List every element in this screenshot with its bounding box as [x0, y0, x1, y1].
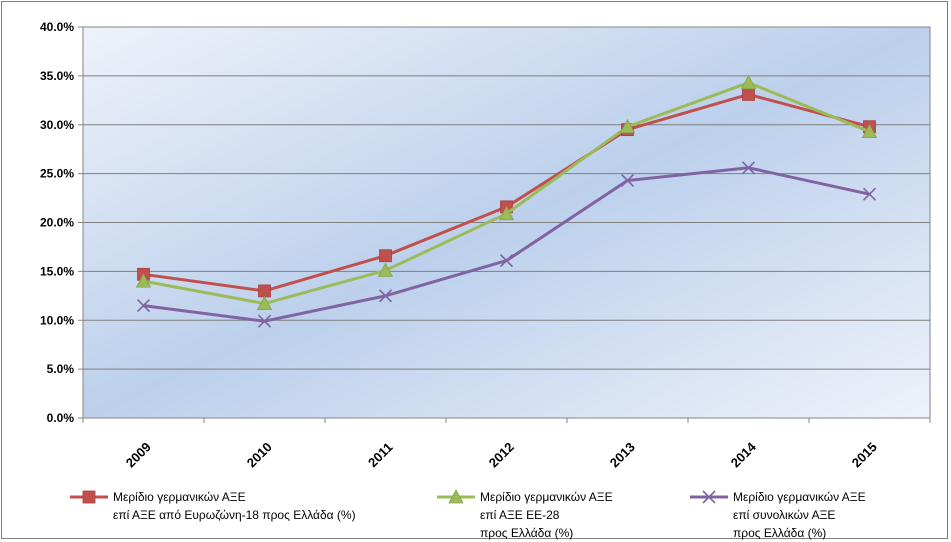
- y-tick-label: 20.0%: [40, 216, 74, 230]
- data-point: [379, 249, 392, 263]
- legend-label-line: προς Ελλάδα (%): [480, 526, 573, 540]
- legend-swatch-marker: [448, 489, 464, 504]
- data-point: [619, 118, 636, 134]
- series-3: [136, 161, 877, 328]
- y-tick-label: 5.0%: [47, 362, 75, 376]
- legend-item-2: Μερίδιο γερμανικών ΑΞΕ επί ΑΞΕ ΕΕ-28 προς …: [437, 489, 613, 540]
- data-point: [378, 289, 393, 303]
- data-point: [136, 299, 151, 313]
- legend-label-line: επί ΑΞΕ ΕΕ-28: [480, 508, 560, 522]
- data-point: [377, 262, 394, 277]
- legend-label-line: Μερίδιο γερμανικών ΑΞΕ: [480, 490, 613, 504]
- y-tick-label: 0.0%: [47, 411, 75, 425]
- y-tick-label: 35.0%: [40, 69, 74, 83]
- legend-swatch-marker: [82, 490, 96, 504]
- legend-label-line: Μερίδιο γερμανικών ΑΞΕ: [113, 490, 246, 504]
- data-point: [258, 284, 271, 298]
- legend-swatch-marker: [702, 490, 716, 504]
- legend-label-line: Μερίδιο γερμανικών ΑΞΕ: [733, 490, 866, 504]
- x-tick-label: 2013: [607, 439, 638, 470]
- legend-label: Μερίδιο γερμανικών ΑΞΕ επί ΑΞΕ ΕΕ-28 προς …: [480, 490, 613, 540]
- y-tick-label: 10.0%: [40, 313, 74, 327]
- series: [135, 74, 878, 328]
- x-tick-label: 2012: [486, 439, 517, 470]
- data-point: [498, 205, 515, 221]
- data-point: [861, 123, 878, 138]
- data-point: [862, 187, 877, 201]
- data-point: [740, 74, 757, 90]
- legend-label-line: επί συνολικών ΑΞΕ: [733, 508, 835, 522]
- data-point: [135, 273, 152, 288]
- x-tick-label: 2014: [728, 439, 760, 471]
- x-tick-label: 2015: [849, 439, 880, 470]
- legend-label-line: προς Ελλάδα (%): [733, 526, 826, 540]
- legend: Μερίδιο γερμανικών ΑΞΕ επί ΑΞΕ από Ευρωζώ…: [70, 489, 866, 540]
- x-tick-label: 2011: [365, 440, 396, 471]
- legend-label-line: επί ΑΞΕ από Ευρωζώνη-18 προς Ελλάδα (%): [113, 508, 356, 522]
- legend-item-1: Μερίδιο γερμανικών ΑΞΕ επί ΑΞΕ από Ευρωζώ…: [70, 490, 356, 522]
- x-tick-label: 2010: [244, 439, 275, 470]
- y-tick-label: 30.0%: [40, 118, 74, 132]
- data-point: [257, 314, 272, 328]
- y-tick-label: 25.0%: [40, 167, 74, 181]
- data-point: [499, 254, 514, 268]
- data-point: [620, 173, 635, 188]
- y-tick-label: 40.0%: [40, 20, 74, 34]
- x-tick-label: 2009: [123, 439, 154, 470]
- legend-label: Μερίδιο γερμανικών ΑΞΕ επί συνολικών ΑΞΕ π…: [733, 490, 866, 540]
- series-2: [135, 74, 878, 311]
- legend-item-3: Μερίδιο γερμανικών ΑΞΕ επί συνολικών ΑΞΕ π…: [690, 490, 866, 540]
- data-point: [741, 161, 756, 175]
- gridlines: [83, 75, 930, 370]
- y-tick-label: 15.0%: [40, 264, 74, 278]
- data-point: [742, 88, 755, 101]
- data-point: [256, 295, 273, 311]
- legend-label: Μερίδιο γερμανικών ΑΞΕ επί ΑΞΕ από Ευρωζώ…: [113, 490, 356, 522]
